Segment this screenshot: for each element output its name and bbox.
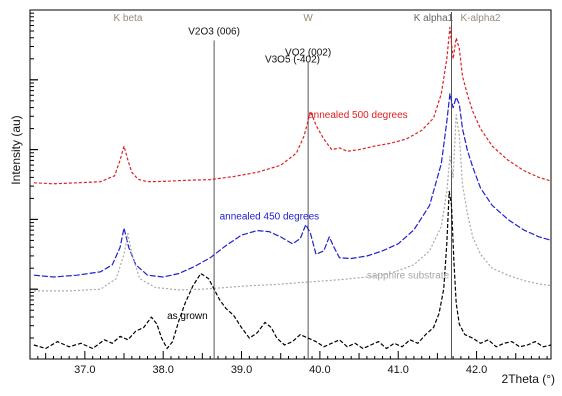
series-label: sapphire substrate — [367, 271, 450, 282]
x-axis-ticks: 37.0 38.0 39.0 40.0 41.0 42.0 — [29, 351, 548, 376]
y-axis-ticks — [30, 9, 38, 360]
y-axis-title: Intensity (au) — [9, 115, 23, 184]
top-reference-label: K alpha1 — [414, 13, 454, 24]
top-reference-labels: K beta W K alpha1 K-alpha2 — [113, 13, 500, 24]
reference-lines: V2O3 (006) V3O5 (-402)VO2 (002) — [188, 12, 453, 359]
reference-label: VO2 (002) — [285, 47, 331, 58]
series-line — [33, 190, 552, 350]
top-reference-label: K-alpha2 — [460, 13, 500, 24]
plot-frame — [29, 9, 552, 360]
x-tick-label: 37.0 — [74, 364, 95, 376]
reference-label: V2O3 (006) — [188, 26, 240, 37]
series-line — [33, 26, 552, 185]
reference-label: V3O5 (-402) — [265, 54, 320, 65]
x-tick-label: 39.0 — [231, 364, 252, 376]
x-axis-title: 2Theta (°) — [502, 372, 555, 386]
series-label: annealed 450 degrees — [220, 211, 320, 222]
x-tick-label: 42.0 — [466, 364, 487, 376]
x-tick-label: 40.0 — [309, 364, 330, 376]
top-reference-label: K beta — [113, 13, 142, 24]
series-labels: annealed 500 degrees annealed 450 degrees… — [167, 110, 449, 322]
top-reference-label: W — [303, 13, 313, 24]
x-tick-label: 41.0 — [388, 364, 409, 376]
series-label: annealed 500 degrees — [308, 110, 408, 121]
series-line — [33, 114, 552, 292]
series-label: as grown — [167, 311, 208, 322]
series-layer — [33, 26, 552, 350]
x-tick-label: 38.0 — [152, 364, 173, 376]
